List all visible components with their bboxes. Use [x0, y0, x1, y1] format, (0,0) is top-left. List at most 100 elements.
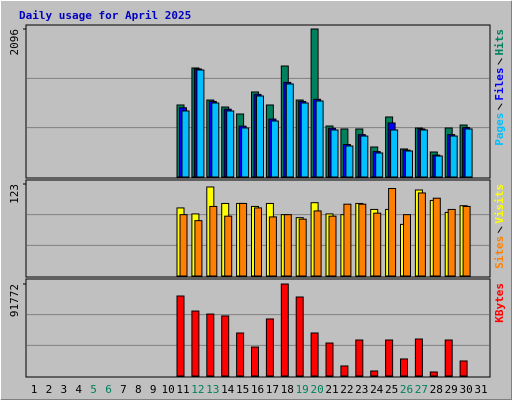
y-tick-label: 91772	[8, 284, 21, 317]
bar	[315, 100, 324, 178]
x-tick-label: 24	[370, 383, 384, 396]
x-tick-label: 3	[60, 383, 67, 396]
bar	[400, 358, 408, 377]
bar	[390, 129, 399, 178]
x-tick-label: 14	[221, 383, 235, 396]
bar	[403, 214, 411, 277]
bar	[360, 135, 369, 178]
x-tick-label: 18	[281, 383, 294, 396]
bar	[295, 296, 304, 377]
x-tick-label: 21	[325, 383, 338, 396]
y-tick-label: 123	[8, 184, 21, 204]
x-tick-label: 9	[150, 383, 157, 396]
bar	[370, 370, 379, 377]
bar	[191, 310, 200, 377]
x-tick-label: 31	[474, 383, 487, 396]
bar	[298, 218, 307, 277]
legend-separator	[497, 58, 503, 65]
bar	[432, 197, 441, 277]
x-tick-label: 28	[430, 383, 443, 396]
x-tick-label: 16	[251, 383, 264, 396]
x-tick-label: 29	[445, 383, 458, 396]
bar	[444, 339, 453, 377]
x-tick-label: 2	[46, 383, 53, 396]
x-tick-label: 22	[340, 383, 353, 396]
legend-label: Sites	[493, 236, 506, 269]
x-tick-label: 10	[161, 383, 174, 396]
chart-title: Daily usage for April 2025	[19, 9, 191, 22]
bar	[447, 208, 456, 277]
bar	[268, 216, 277, 277]
legend-label: KBytes	[493, 283, 506, 323]
bar	[373, 212, 382, 277]
bar	[358, 203, 367, 277]
legend-label: Visits	[493, 184, 506, 224]
x-tick-label: 30	[459, 383, 472, 396]
bar	[325, 342, 334, 377]
bar	[194, 220, 203, 277]
y-tick-label: 2096	[8, 29, 21, 56]
bar	[209, 205, 218, 277]
x-tick-label: 17	[266, 383, 279, 396]
legend-label: Hits	[493, 29, 506, 56]
x-tick-label: 15	[236, 383, 249, 396]
bar	[239, 202, 248, 277]
x-tick-label: 26	[400, 383, 413, 396]
bar	[385, 339, 394, 377]
bar	[265, 318, 274, 377]
x-tick-label: 27	[415, 383, 428, 396]
bar	[345, 145, 354, 178]
x-tick-label: 1	[31, 383, 38, 396]
x-tick-label: 25	[385, 383, 398, 396]
bar	[429, 371, 438, 377]
bar	[313, 210, 322, 277]
bar	[419, 129, 428, 178]
bar	[464, 128, 473, 178]
bar	[449, 135, 458, 178]
x-tick-label: 5	[90, 383, 97, 396]
bar	[236, 332, 245, 377]
legend-label: Pages	[493, 113, 506, 146]
bar	[375, 152, 384, 178]
bar	[340, 365, 349, 377]
x-tick-label: 19	[296, 383, 309, 396]
x-tick-label: 8	[135, 383, 142, 396]
x-tick-label: 13	[206, 383, 219, 396]
bar	[343, 203, 352, 277]
bar	[211, 102, 220, 178]
bar	[280, 283, 289, 377]
bar	[388, 187, 397, 277]
bar	[254, 207, 262, 277]
x-tick-label: 6	[105, 383, 112, 396]
bar	[300, 102, 309, 178]
bar	[176, 295, 185, 377]
bar	[181, 110, 190, 178]
bar	[417, 192, 426, 277]
bar	[179, 214, 188, 277]
legend-label: Files	[493, 68, 506, 101]
bar	[256, 95, 264, 178]
legend-separator	[497, 103, 503, 110]
bar	[221, 315, 230, 377]
x-tick-label: 4	[75, 383, 82, 396]
bar	[328, 215, 337, 277]
bar	[414, 338, 423, 377]
x-tick-label: 12	[191, 383, 204, 396]
bar	[224, 215, 233, 277]
bar	[196, 69, 205, 178]
x-tick-label: 11	[176, 383, 189, 396]
bar	[310, 332, 319, 377]
bar	[434, 155, 443, 178]
bar	[283, 214, 292, 277]
x-tick-label: 20	[310, 383, 323, 396]
bar	[462, 205, 471, 277]
bar	[251, 346, 259, 377]
bar	[459, 360, 468, 377]
bar	[226, 110, 235, 178]
bar	[405, 150, 413, 178]
legend-separator	[497, 226, 503, 234]
bar	[270, 120, 279, 178]
bar	[241, 127, 250, 178]
